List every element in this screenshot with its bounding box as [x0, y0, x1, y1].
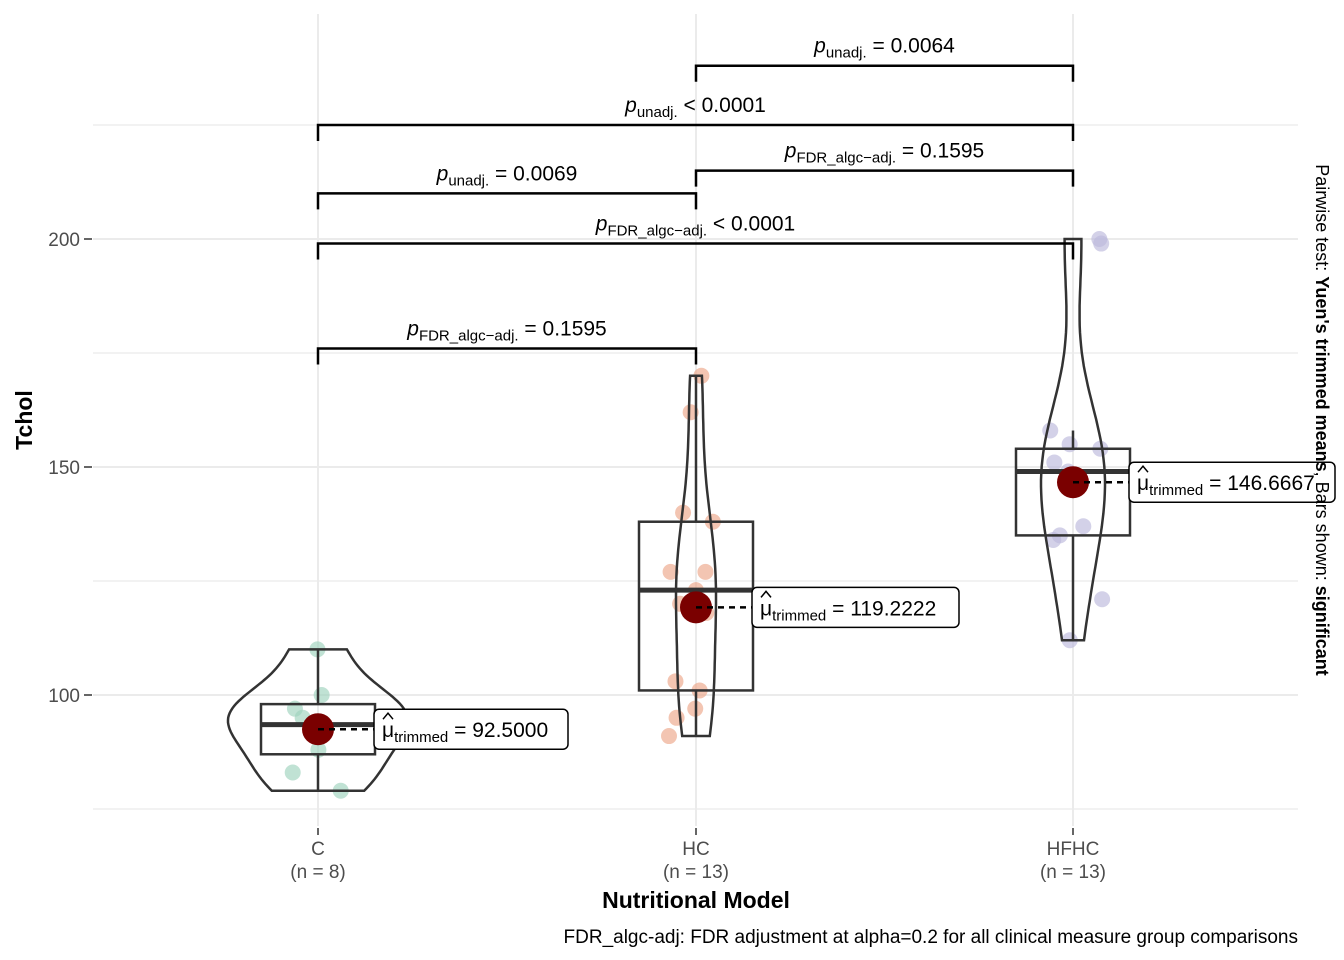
comparison-bracket	[316, 347, 698, 365]
data-point	[1046, 454, 1063, 471]
subtitle-middle: , Bars shown:	[1312, 472, 1332, 586]
x-tick-label: C	[311, 839, 325, 860]
data-point	[1075, 518, 1092, 535]
subtitle-test: Yuen's trimmed means	[1312, 276, 1332, 471]
x-tick-count: (n = 8)	[290, 862, 345, 883]
data-point	[1093, 235, 1110, 252]
x-tick-count: (n = 13)	[663, 862, 729, 883]
mu-hat	[382, 712, 394, 720]
x-tick-label: HFHC	[1047, 839, 1100, 860]
mu-hat	[1137, 465, 1149, 473]
subtitle-shown: significant	[1312, 586, 1332, 676]
comparison-p-value: pFDR_algc−adj. < 0.0001	[595, 213, 796, 240]
mu-hat	[760, 590, 772, 598]
violin	[1039, 237, 1107, 642]
y-axis-title: Tchol	[11, 390, 37, 450]
data-point	[668, 709, 685, 726]
data-point	[284, 764, 301, 781]
subtitle-prefix: Pairwise test:	[1312, 164, 1332, 276]
comparison-p-value: pFDR_algc−adj. = 0.1595	[784, 140, 985, 167]
data-point	[682, 404, 699, 421]
comparison-bracket	[316, 192, 698, 210]
x-axis-title: Nutritional Model	[602, 887, 790, 913]
mean-label: μtrimmed = 92.5000	[382, 719, 548, 746]
y-tick-label: 150	[48, 458, 80, 479]
x-axis-ticks: C(n = 8)HC(n = 13)HFHC(n = 13)	[290, 828, 1106, 883]
data-point	[313, 687, 330, 703]
comparison-bracket	[694, 169, 1075, 187]
groups: μtrimmed = 92.5000 μtrimmed = 119.2222 μtr…	[226, 231, 1336, 799]
significance-brackets: pFDR_algc−adj. = 0.1595 pFDR_algc−adj. < …	[316, 35, 1075, 365]
mean-label-box	[1128, 461, 1336, 503]
comparison-p-value: punadj. = 0.0064	[813, 35, 955, 62]
data-point	[662, 563, 679, 580]
comparison-p-value: pFDR_algc−adj. = 0.1595	[406, 317, 607, 344]
y-tick-label: 200	[48, 230, 80, 251]
comparison-bracket	[316, 242, 1075, 260]
x-tick-label: HC	[682, 839, 709, 860]
x-tick-count: (n = 13)	[1040, 862, 1106, 883]
data-point	[697, 563, 714, 580]
data-point	[661, 728, 678, 745]
data-point	[667, 673, 684, 690]
data-point	[1094, 591, 1111, 608]
mean-label: μtrimmed = 119.2222	[760, 597, 936, 624]
comparison-bracket	[316, 123, 1075, 141]
mean-label-box	[373, 708, 569, 750]
comparison-bracket	[694, 64, 1075, 82]
caption: FDR_algc-adj: FDR adjustment at alpha=0.…	[564, 927, 1298, 948]
comparison-p-value: punadj. < 0.0001	[624, 94, 766, 121]
violin	[674, 374, 718, 738]
mean-label-box	[751, 586, 960, 629]
mean-label: μtrimmed = 146.6667	[1137, 472, 1315, 499]
y-tick-label: 100	[48, 686, 80, 707]
pairwise-test-subtitle: Pairwise test: Yuen's trimmed means, Bar…	[1312, 164, 1332, 675]
data-point	[1042, 422, 1059, 439]
y-axis-ticks: 100 150 200	[48, 230, 92, 707]
comparison-p-value: punadj. = 0.0069	[436, 162, 578, 189]
